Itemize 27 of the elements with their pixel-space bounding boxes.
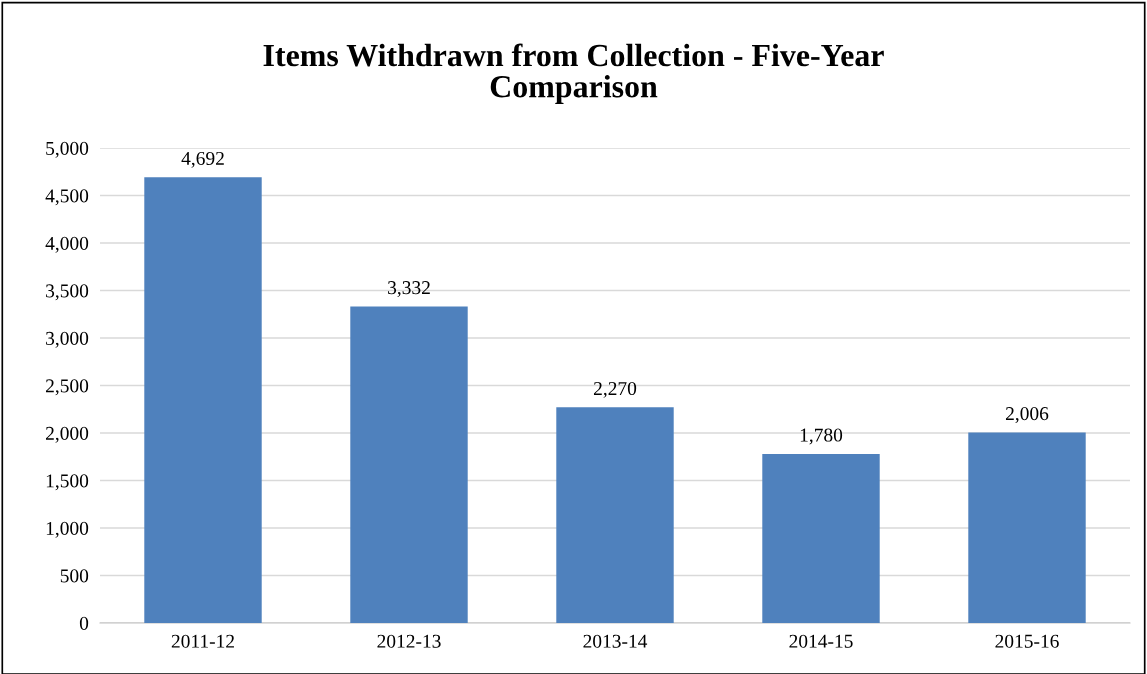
y-tick-label: 4,000 <box>45 236 89 253</box>
bar <box>144 177 262 623</box>
chart-title: Items Withdrawn from Collection - Five-Year Comparison <box>263 43 884 104</box>
x-tick-label: 2011-12 <box>171 634 234 648</box>
data-label: 4,692 <box>181 151 224 168</box>
data-label: 3,332 <box>388 281 430 297</box>
x-tick-label: 2014-15 <box>789 634 853 648</box>
y-tick-label: 2,500 <box>45 379 89 396</box>
bar <box>556 407 674 623</box>
y-tick-label: 1,500 <box>46 474 89 491</box>
bar <box>350 306 468 623</box>
bar <box>968 432 1086 623</box>
y-tick-label: 4,500 <box>45 189 89 206</box>
y-tick-label: 3,000 <box>46 331 89 348</box>
y-tick-label: 1,000 <box>46 521 89 538</box>
y-tick-label: 5,000 <box>46 141 89 158</box>
x-tick-label: 2012-13 <box>377 634 441 648</box>
data-label: 2,270 <box>593 381 637 398</box>
bar <box>762 453 880 623</box>
y-tick-label: 3,500 <box>46 284 89 301</box>
data-label: 1,780 <box>800 428 843 445</box>
y-tick-label: 500 <box>60 569 89 583</box>
y-tick-label: 2,000 <box>45 426 89 443</box>
x-tick-label: 2015-16 <box>995 634 1059 648</box>
x-tick-label: 2013-14 <box>583 634 648 648</box>
data-label: 2,006 <box>1005 407 1049 423</box>
y-tick-label: 0 <box>79 616 89 630</box>
